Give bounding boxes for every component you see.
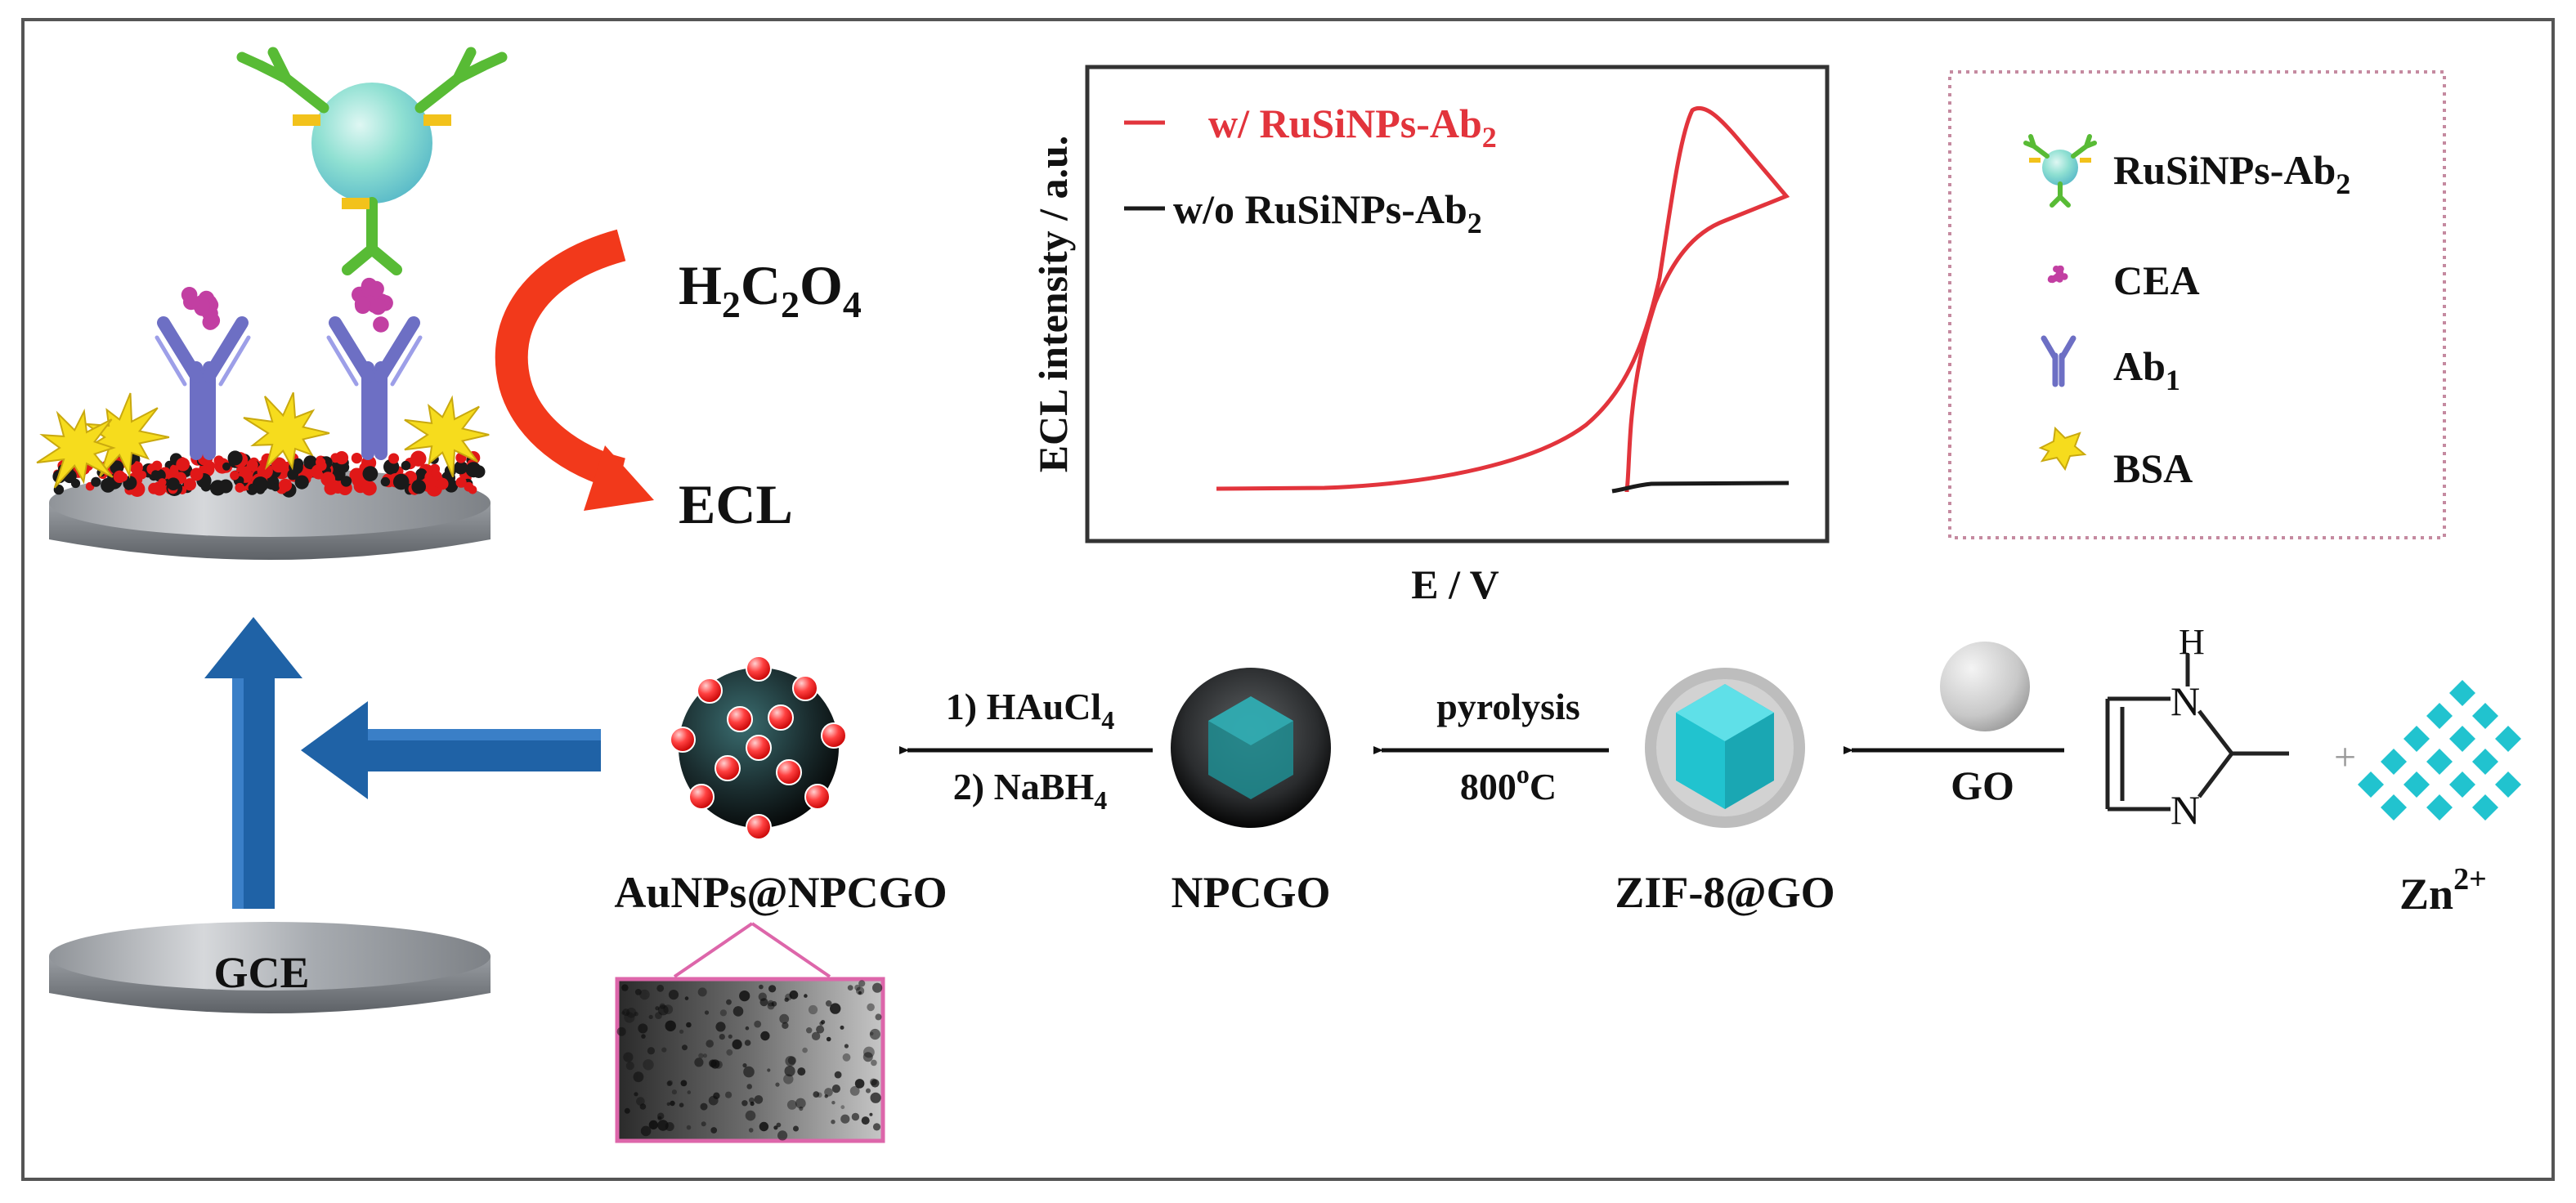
aunp-coating-layer [52, 449, 486, 498]
sensor-electrode-assembly [36, 47, 508, 560]
legend-box [1948, 70, 2446, 539]
ecl-legend-with-label: w/ RuSiNPs-Ab2 [1208, 101, 1497, 154]
ecl-y-axis-label: ECL intensity / a.u. [1030, 136, 1076, 473]
y-antibody-icon [2041, 335, 2076, 387]
ecl-x-axis-label: E / V [1411, 561, 1499, 607]
capture-antibody-ab1-right [326, 316, 423, 460]
cea-antigen-left [181, 287, 221, 330]
pyrolysis-label: pyrolysis [1436, 686, 1580, 727]
aunps-npcgo-particle [670, 655, 847, 840]
zif8-go-particle [1645, 668, 1805, 828]
legend-label-ab1: Ab1 [2113, 343, 2180, 396]
tem-micrograph-texture [616, 980, 883, 1141]
graphene-oxide-sphere [1940, 642, 2030, 731]
legend-label-bsa: BSA [2113, 445, 2193, 491]
legend-label-rusinps-ab2: RuSiNPs-Ab2 [2113, 147, 2350, 200]
ecl-plot-frame [1085, 65, 1830, 543]
zif8-go-label: ZIF-8@GO [1615, 868, 1835, 917]
bare-gce-electrode: GCE [49, 922, 491, 1013]
rusinps-ab2-probe [236, 47, 508, 275]
ecl-legend-without-label: w/o RuSiNPs-Ab2 [1173, 186, 1482, 239]
plus-sign: + [2334, 736, 2356, 779]
bsa-blocking-layer [36, 391, 490, 489]
gold-nanoparticles [670, 655, 847, 840]
figure-frame [21, 18, 2555, 1181]
go-arrow-label: GO [1951, 762, 2014, 808]
methylimidazole-structure [2105, 654, 2289, 812]
imidazole-nitrogen-top: N [2171, 678, 2200, 724]
npcgo-particle [1171, 668, 1331, 828]
antibody-nanoparticle-icon [2023, 134, 2097, 208]
gold-loading-step1: 1) HAuCl4 [946, 686, 1114, 735]
ecl-curve-without-rusinps [1611, 481, 1790, 494]
zinc-ion-label: Zn2+ [2399, 862, 2487, 919]
imidazole-hydrogen: H [2179, 622, 2205, 662]
reaction-reagent-formula: H2C2O4 [679, 254, 862, 325]
cea-antigen-icon [2047, 265, 2068, 284]
gold-loading-step2: 2) NaBH4 [953, 766, 1108, 815]
tem-inset [615, 922, 885, 1143]
assembly-horizontal-arrow [301, 701, 601, 799]
ecl-curve-with-rusinps [1216, 105, 1790, 492]
pyrolysis-temperature-label: 800oC [1460, 759, 1557, 807]
cea-antigen-right [352, 277, 393, 333]
aunps-npcgo-label: AuNPs@NPCGO [614, 868, 947, 917]
capture-antibody-ab1-left [155, 316, 251, 460]
reaction-product-label: ECL [679, 473, 793, 535]
legend-label-cea: CEA [2113, 257, 2200, 303]
imidazole-nitrogen-bottom: N [2171, 787, 2200, 833]
assembly-vertical-arrow [204, 617, 302, 909]
bsa-star-icon [2038, 426, 2087, 472]
npcgo-label: NPCGO [1172, 868, 1331, 917]
ecl-plot: ECL intensity / a.u. E / V w/ RuSiNPs-Ab… [1030, 65, 1830, 607]
zinc-ion-cluster-icon [2358, 680, 2521, 821]
gce-label: GCE [213, 948, 309, 997]
reaction-curved-arrow [495, 229, 654, 511]
component-legend: RuSiNPs-Ab2 CEA Ab1 BSA [1948, 70, 2446, 539]
